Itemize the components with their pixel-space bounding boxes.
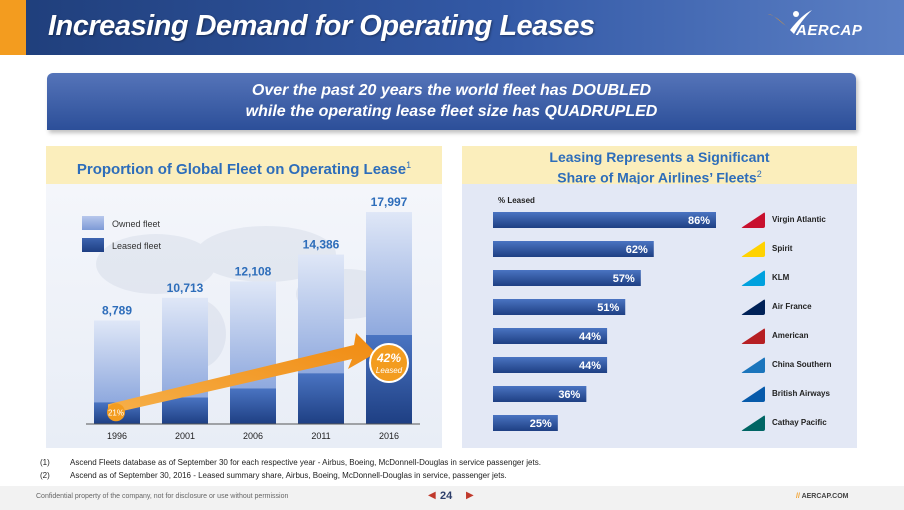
airline-label-china-southern: China Southern — [772, 360, 832, 369]
bar-owned-1996 — [94, 320, 140, 403]
airline-label-american: American — [772, 331, 809, 340]
page-title: Increasing Demand for Operating Leases — [48, 10, 595, 42]
airline-label-klm: KLM — [772, 273, 790, 282]
legend-owned-swatch — [82, 216, 104, 230]
header-bar — [0, 0, 904, 55]
bar-klm — [493, 270, 641, 286]
page-number: 24 — [440, 490, 453, 502]
airline-label-cathay-pacific: Cathay Pacific — [772, 418, 827, 427]
bar-owned-2016 — [366, 212, 412, 335]
footnote-2: (2) Ascend as of September 30, 2016 - Lea… — [40, 471, 507, 480]
footnote-2-text: Ascend as of September 30, 2016 - Leased… — [70, 471, 507, 480]
total-label-2011: 14,386 — [303, 238, 340, 252]
left-panel-title: Proportion of Global Fleet on Operating … — [46, 146, 442, 184]
x-tick-2001: 2001 — [175, 431, 195, 441]
aercap-logo — [768, 10, 812, 34]
callout-end-pct: 42% — [376, 351, 401, 365]
footnote-2-num: (2) — [40, 471, 50, 480]
bar-owned-2001 — [162, 297, 208, 398]
bar-american — [493, 328, 608, 344]
bar-virgin-atlantic — [493, 212, 716, 228]
total-label-1996: 8,789 — [102, 303, 132, 317]
bar-cathay-pacific — [493, 415, 558, 431]
legend-leased-label: Leased fleet — [112, 241, 162, 251]
bar-leased-2001 — [162, 397, 208, 424]
left-title-sup: 1 — [406, 160, 412, 170]
confidential-notice: Confidential property of the company, no… — [36, 493, 289, 500]
value-label-cathay-pacific: 25% — [530, 418, 552, 430]
right-panel-title: Leasing Represents a Significant Share o… — [462, 146, 857, 187]
bar-china-southern — [493, 357, 608, 373]
footnote-1-num: (1) — [40, 458, 50, 467]
right-title-line-2-text: Share of Major Airlines’ Fleets — [557, 169, 757, 186]
footnote-1: (1) Ascend Fleets database as of Septembe… — [40, 458, 541, 467]
airline-label-virgin-atlantic: Virgin Atlantic — [772, 215, 826, 224]
footer-url: // AERCAP.COM — [796, 493, 849, 500]
bar-spirit — [493, 241, 654, 257]
airline-chart-panel: % Leased 86% 62% 57% 51% 44% 44% 36% 25% — [462, 184, 857, 448]
legend-owned-label: Owned fleet — [112, 219, 161, 229]
right-title-line-1: Leasing Represents a Significant — [549, 149, 770, 165]
headline-banner: Over the past 20 years the world fleet h… — [47, 73, 856, 130]
bar-leased-2011 — [298, 373, 344, 424]
logo-text: AERCAP — [796, 22, 863, 39]
total-label-2016: 17,997 — [371, 195, 408, 209]
fleet-bar-chart: 8,789 1996 10,713 2001 12,108 2006 14,386 2011 1… — [86, 195, 420, 441]
bar-british-airways — [493, 386, 587, 402]
value-label-air-france: 51% — [597, 302, 619, 314]
x-tick-2016: 2016 — [379, 431, 399, 441]
total-label-2006: 12,108 — [235, 264, 272, 278]
banner-line-1: Over the past 20 years the world fleet h… — [251, 82, 652, 99]
total-label-2001: 10,713 — [167, 281, 204, 295]
value-label-british-airways: 36% — [558, 389, 580, 401]
airline-label-spirit: Spirit — [772, 244, 793, 253]
callout-start-label: 21% — [108, 408, 124, 417]
callout-start-circle — [107, 403, 125, 422]
airline-bar-chart: 86% 62% 57% 51% 44% 44% 36% 25% — [493, 212, 716, 431]
header-accent — [0, 0, 26, 55]
callout-end-circle — [369, 342, 409, 383]
next-page-icon[interactable]: ▶ — [466, 490, 474, 501]
right-title-sup: 2 — [756, 169, 762, 179]
footnote-1-text: Ascend Fleets database as of September 3… — [70, 458, 541, 467]
axis-label-leased: % Leased — [498, 196, 535, 205]
x-tick-1996: 1996 — [107, 431, 127, 441]
left-title-text: Proportion of Global Fleet on Operating … — [76, 161, 407, 178]
value-label-virgin-atlantic: 86% — [688, 215, 710, 227]
banner-line-2: while the operating lease fleet size has… — [245, 103, 658, 120]
bar-air-france — [493, 299, 626, 315]
footer-bar — [0, 486, 904, 510]
airline-label-air-france: Air France — [772, 302, 812, 311]
right-title-line-2: Share of Major Airlines’ Fleets2 — [462, 166, 857, 187]
bar-leased-2006 — [230, 388, 276, 424]
value-label-klm: 57% — [613, 273, 635, 285]
value-label-china-southern: 44% — [579, 360, 601, 372]
x-tick-2006: 2006 — [243, 431, 263, 441]
airline-label-british-airways: British Airways — [772, 389, 830, 398]
callout-end-word: Leased — [376, 366, 403, 375]
legend-leased-swatch — [82, 238, 104, 252]
value-label-american: 44% — [579, 331, 601, 343]
footer-url-text: AERCAP.COM — [801, 493, 849, 500]
growth-arrow — [108, 332, 376, 415]
fleet-chart-panel: Owned fleet Leased fleet 8,789 1996 10,713… — [46, 184, 442, 448]
x-tick-2011: 2011 — [311, 431, 330, 441]
value-label-spirit: 62% — [626, 244, 648, 256]
prev-page-icon[interactable]: ◀ — [428, 490, 436, 501]
